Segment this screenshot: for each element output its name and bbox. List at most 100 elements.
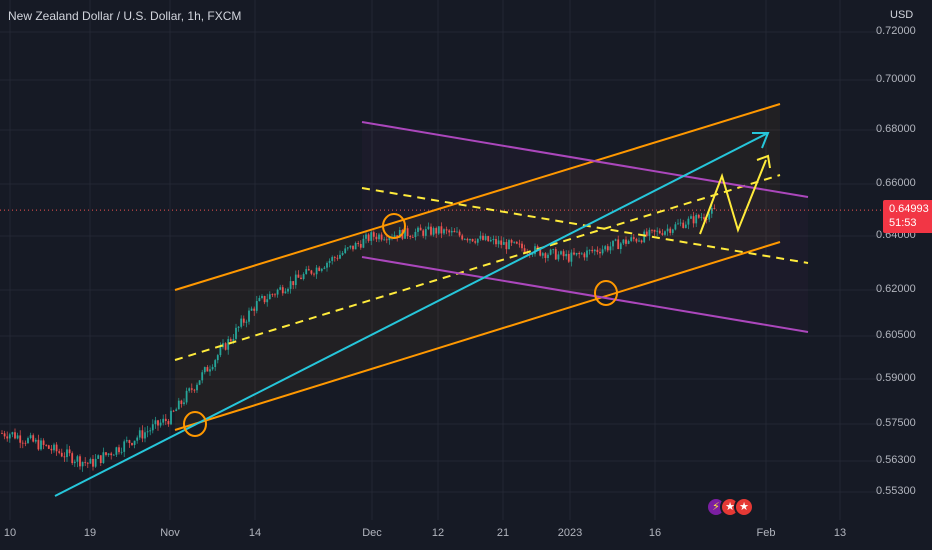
candle-body bbox=[326, 262, 328, 268]
candle-body bbox=[292, 281, 295, 286]
candle-body bbox=[549, 249, 552, 255]
candle-body bbox=[703, 217, 705, 220]
candle-body bbox=[237, 326, 240, 328]
candle-body bbox=[94, 458, 97, 467]
candle-body bbox=[562, 251, 565, 257]
candle-body bbox=[508, 240, 510, 250]
candle-body bbox=[461, 235, 464, 240]
candle-body bbox=[177, 400, 180, 410]
candle-body bbox=[575, 252, 578, 255]
candle-body bbox=[138, 430, 141, 438]
candle-body bbox=[495, 238, 497, 245]
candle-body bbox=[435, 228, 438, 234]
candle-body bbox=[107, 453, 110, 455]
candle-body bbox=[424, 229, 427, 236]
candle-body bbox=[448, 230, 451, 233]
candle-body bbox=[27, 438, 29, 444]
candle-body bbox=[593, 249, 596, 252]
event-icons[interactable]: ⚡ ★ ★ bbox=[706, 497, 754, 517]
candle-body bbox=[6, 436, 9, 439]
candle-body bbox=[586, 250, 588, 258]
candle-body bbox=[674, 224, 677, 230]
candle-body bbox=[625, 239, 627, 244]
candle-body bbox=[375, 236, 378, 240]
candle-body bbox=[346, 247, 349, 249]
candle-body bbox=[219, 347, 222, 356]
candle-body bbox=[588, 249, 591, 251]
symbol-title[interactable]: New Zealand Dollar / U.S. Dollar, 1h, FX… bbox=[8, 9, 242, 23]
candle-body bbox=[144, 432, 146, 439]
trend-arrow-head bbox=[752, 132, 770, 149]
candle-body bbox=[76, 456, 79, 462]
candle-body bbox=[372, 232, 375, 237]
candle-body bbox=[310, 270, 313, 274]
candle-body bbox=[84, 461, 87, 463]
candle-body bbox=[154, 420, 157, 425]
candle-body bbox=[196, 384, 198, 391]
candle-body bbox=[201, 372, 204, 381]
candle-body bbox=[380, 234, 383, 240]
candle-body bbox=[271, 294, 274, 296]
candle-body bbox=[648, 229, 651, 236]
candle-body bbox=[570, 252, 573, 262]
candle-body bbox=[612, 240, 614, 247]
candle-body bbox=[450, 230, 453, 233]
candle-body bbox=[250, 308, 253, 311]
price-tick-label: 0.70000 bbox=[876, 73, 916, 85]
us-flag-icon[interactable]: ★ bbox=[734, 497, 754, 517]
candle-body bbox=[266, 299, 269, 303]
candle-body bbox=[86, 462, 89, 464]
candle-body bbox=[697, 214, 700, 218]
candle-body bbox=[653, 229, 656, 232]
candle-body bbox=[58, 451, 61, 453]
candle-body bbox=[567, 253, 570, 262]
candle-body bbox=[500, 240, 503, 245]
candle-body bbox=[515, 241, 518, 244]
candle-body bbox=[679, 222, 682, 224]
candle-body bbox=[11, 432, 14, 435]
candle-body bbox=[510, 240, 513, 243]
candle-body bbox=[185, 390, 188, 403]
candle-body bbox=[79, 456, 81, 467]
candle-body bbox=[71, 453, 74, 464]
candle-body bbox=[102, 452, 105, 464]
candle-body bbox=[261, 295, 263, 298]
candle-body bbox=[279, 287, 282, 290]
currency-label[interactable]: USD bbox=[890, 9, 914, 21]
candle-body bbox=[53, 444, 55, 451]
candle-body bbox=[521, 243, 523, 249]
candle-body bbox=[443, 229, 445, 234]
candle-body bbox=[193, 389, 196, 391]
candle-body bbox=[554, 249, 557, 260]
candle-body bbox=[1, 433, 3, 435]
candle-body bbox=[315, 267, 318, 275]
candle-body bbox=[99, 455, 102, 464]
candle-body bbox=[112, 454, 115, 456]
candle-body bbox=[359, 243, 362, 248]
candle-body bbox=[339, 254, 341, 259]
time-tick-label: 21 bbox=[496, 527, 510, 539]
candle-body bbox=[661, 233, 664, 235]
candle-body bbox=[482, 235, 484, 240]
candle-body bbox=[406, 228, 409, 237]
candle-body bbox=[469, 238, 471, 241]
channel-midline bbox=[174, 174, 781, 361]
candle-body bbox=[276, 289, 279, 295]
candle-body bbox=[354, 243, 357, 250]
candle-body bbox=[690, 216, 692, 219]
candle-body bbox=[432, 228, 435, 235]
candle-body bbox=[151, 424, 154, 431]
candle-body bbox=[471, 238, 474, 242]
candle-body bbox=[16, 435, 19, 439]
candle-body bbox=[222, 343, 224, 348]
candle-body bbox=[149, 430, 152, 432]
candle-body bbox=[60, 452, 63, 457]
candle-body bbox=[19, 435, 22, 443]
candle-body bbox=[45, 444, 48, 446]
candle-body bbox=[97, 455, 100, 459]
candle-body bbox=[268, 294, 271, 300]
candle-body bbox=[331, 257, 334, 261]
price-tick-label: 0.62000 bbox=[876, 283, 916, 295]
candle-body bbox=[557, 254, 560, 260]
